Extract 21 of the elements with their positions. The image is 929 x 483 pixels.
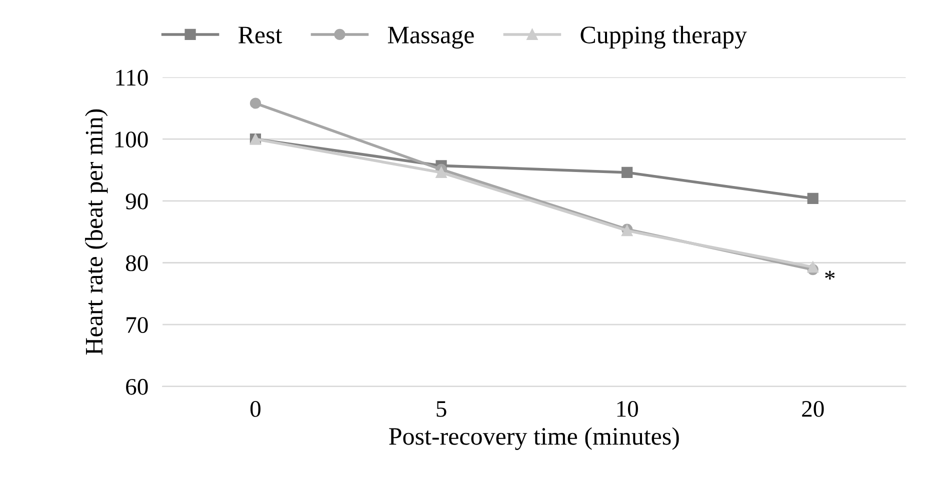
y-tick-label: 80: [126, 255, 148, 272]
annotation: *: [825, 270, 835, 280]
x-tick-label: 10: [617, 400, 638, 417]
y-tick-label: 110: [116, 70, 148, 86]
legend-label: Massage: [388, 26, 474, 49]
y-tick-label: 70: [126, 317, 148, 333]
y-axis-title: Heart rate (beat per min): [85, 109, 108, 355]
point: [807, 262, 818, 273]
y-tick-label: 90: [126, 193, 148, 210]
legend-label: Rest: [238, 26, 282, 44]
x-axis-title: Post-recovery time (minutes): [389, 427, 679, 450]
point: [250, 98, 262, 109]
point: [436, 166, 447, 178]
legend-label: Cupping therapy: [580, 26, 747, 49]
y-tick-label: 100: [115, 132, 148, 148]
point: [807, 192, 818, 204]
point: [622, 166, 633, 178]
x-tick-label: 20: [802, 400, 824, 417]
y-tick-label: 60: [126, 378, 148, 395]
x-tick-label: 5: [436, 401, 446, 417]
x-tick-label: 0: [250, 400, 260, 417]
